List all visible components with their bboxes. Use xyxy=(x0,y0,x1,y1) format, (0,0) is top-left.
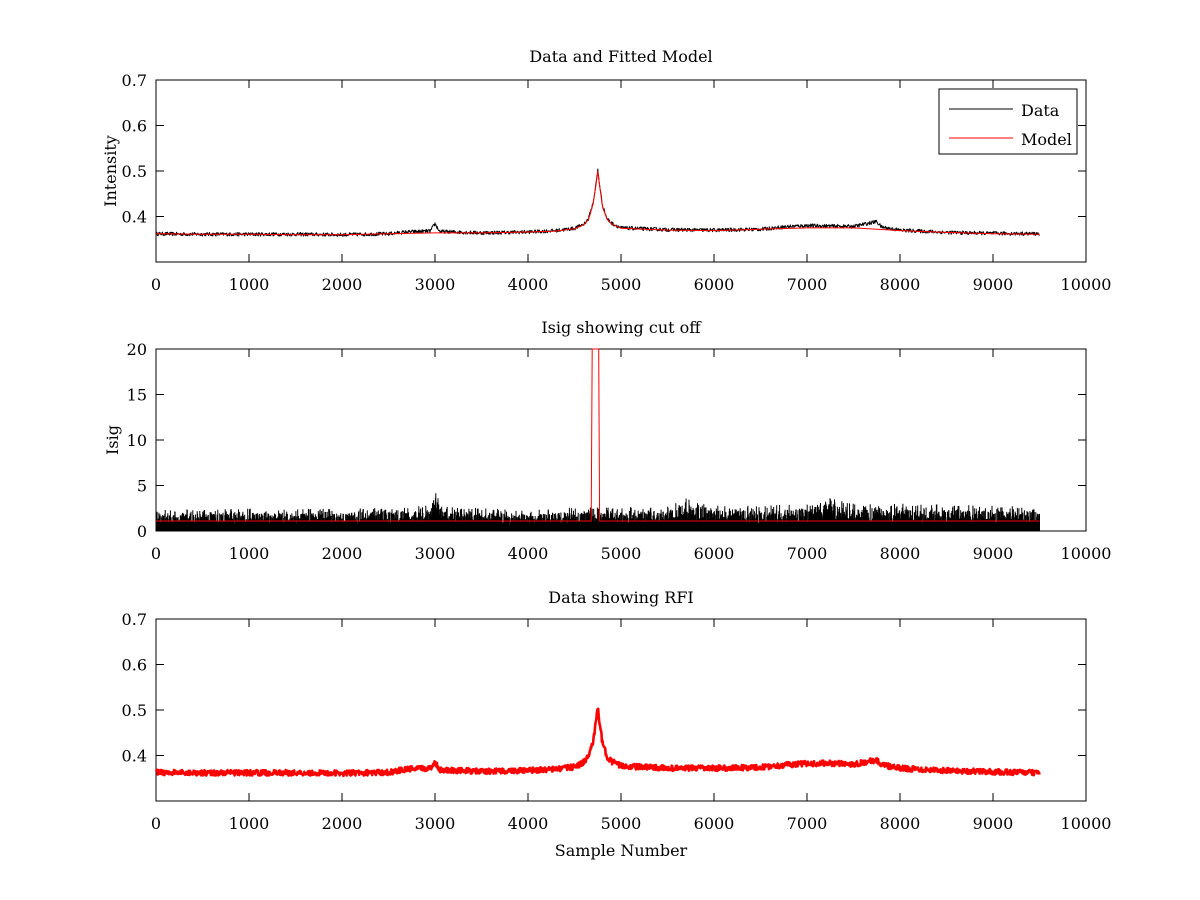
legend: Data Model xyxy=(938,88,1078,155)
series-layer xyxy=(154,707,1041,778)
x-tick-label: 8000 xyxy=(880,275,921,294)
panel-data-showing-rfi: Data showing RFI Sample Number 0 1000 2000… xyxy=(122,588,1112,860)
series-model xyxy=(155,171,1040,236)
legend-data-label: Data xyxy=(1021,101,1060,120)
y-axis-label: Isig xyxy=(103,425,122,455)
y-tick-label: 0.5 xyxy=(122,701,147,720)
x-tick-label: 3000 xyxy=(415,275,456,294)
y-tick-label: 0 xyxy=(137,522,147,541)
x-tick-label: 7000 xyxy=(787,814,828,833)
series-layer xyxy=(155,348,1040,531)
y-tick-label: 5 xyxy=(137,477,147,496)
panel-title: Isig showing cut off xyxy=(541,318,702,337)
y-tick-label: 0.7 xyxy=(122,610,147,629)
x-tick-label: 2000 xyxy=(322,814,363,833)
x-tick-label: 4000 xyxy=(508,275,549,294)
x-axis-label: Sample Number xyxy=(555,841,688,860)
x-tick-label: 7000 xyxy=(787,544,828,563)
x-tick-label: 5000 xyxy=(601,275,642,294)
tick-layer: 0 1000 2000 3000 4000 5000 6000 7000 8000 9000 100… xyxy=(122,71,1112,294)
legend-model-label: Model xyxy=(1021,130,1072,149)
series-red xyxy=(154,707,1041,778)
tick-layer: 0 1000 2000 3000 4000 5000 6000 7000 8000 9000 100… xyxy=(122,610,1112,833)
x-tick-label: 2000 xyxy=(322,275,363,294)
x-tick-label: 10000 xyxy=(1061,814,1112,833)
x-tick-label: 0 xyxy=(151,544,161,563)
y-tick-label: 0.5 xyxy=(122,162,147,181)
panel-isig-showing-cut-off: Isig showing cut off Isig 0 1000 2000 3000 4… xyxy=(103,318,1111,563)
x-tick-label: 9000 xyxy=(973,544,1014,563)
y-tick-label: 0.4 xyxy=(122,747,147,766)
x-tick-label: 7000 xyxy=(787,275,828,294)
y-tick-label: 0.4 xyxy=(122,208,147,227)
tick-layer: 0 1000 2000 3000 4000 5000 6000 7000 8000 9000 100… xyxy=(127,340,1112,563)
panel-title: Data showing RFI xyxy=(548,588,693,607)
x-tick-label: 0 xyxy=(151,814,161,833)
x-tick-label: 5000 xyxy=(601,814,642,833)
x-tick-label: 5000 xyxy=(601,544,642,563)
x-tick-label: 1000 xyxy=(229,275,270,294)
x-tick-label: 1000 xyxy=(229,544,270,563)
x-tick-label: 6000 xyxy=(694,544,735,563)
y-tick-label: 10 xyxy=(127,431,147,450)
x-tick-label: 8000 xyxy=(880,814,921,833)
x-tick-label: 3000 xyxy=(415,814,456,833)
x-tick-label: 6000 xyxy=(694,275,735,294)
x-tick-label: 10000 xyxy=(1061,275,1112,294)
legend-box xyxy=(938,88,1078,155)
x-tick-label: 4000 xyxy=(508,544,549,563)
x-tick-label: 3000 xyxy=(415,544,456,563)
y-tick-label: 0.6 xyxy=(122,656,147,675)
y-tick-label: 0.6 xyxy=(122,117,147,136)
x-tick-label: 2000 xyxy=(322,544,363,563)
series-red xyxy=(156,348,1040,522)
series-layer xyxy=(155,168,1040,237)
x-tick-label: 4000 xyxy=(508,814,549,833)
x-tick-label: 1000 xyxy=(229,814,270,833)
x-tick-label: 0 xyxy=(151,275,161,294)
x-tick-label: 9000 xyxy=(973,275,1014,294)
y-tick-label: 20 xyxy=(127,340,147,359)
x-tick-label: 6000 xyxy=(694,814,735,833)
panel-data-and-fitted-model: Data and Fitted Model Intensity 0 1000 200… xyxy=(101,47,1111,294)
panel-title: Data and Fitted Model xyxy=(529,47,712,66)
y-tick-label: 0.7 xyxy=(122,71,147,90)
y-tick-label: 15 xyxy=(127,386,147,405)
x-tick-label: 8000 xyxy=(880,544,921,563)
x-tick-label: 9000 xyxy=(973,814,1014,833)
x-tick-label: 10000 xyxy=(1061,544,1112,563)
y-axis-label: Intensity xyxy=(101,135,120,207)
